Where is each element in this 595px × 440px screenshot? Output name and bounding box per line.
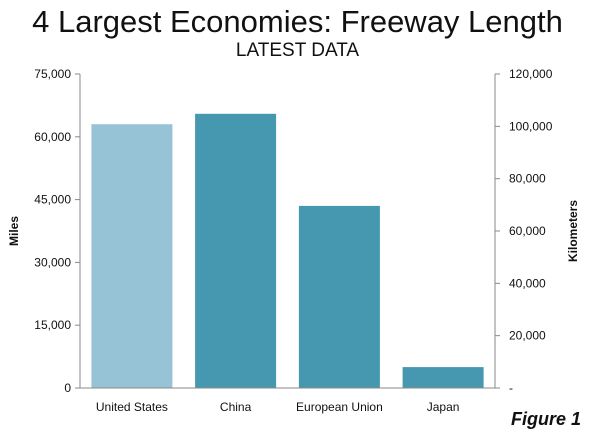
x-tick-label: Japan xyxy=(427,400,460,414)
y-tick-label-right: 20,000 xyxy=(509,329,546,343)
figure-label: Figure 1 xyxy=(510,409,581,429)
x-tick-label: United States xyxy=(96,400,168,414)
x-tick-label: China xyxy=(220,400,252,414)
bar-china xyxy=(195,113,277,389)
y-tick-label-left: 30,000 xyxy=(34,255,71,269)
bar-japan xyxy=(402,367,484,388)
bar-united-states xyxy=(91,124,173,388)
chart-title: 4 Largest Economies: Freeway Length xyxy=(32,4,563,39)
x-tick-label: European Union xyxy=(296,400,383,414)
chart-subtitle: LATEST DATA xyxy=(235,40,360,61)
y-ticks-left: 0 15,000 30,000 45,000 60,000 75,000 xyxy=(34,67,80,395)
y-axis-label-right: Kilometers xyxy=(566,200,580,262)
y-tick-label-right: - xyxy=(509,381,513,395)
y-tick-label-left: 15,000 xyxy=(34,318,71,332)
x-category-labels: United States China European Union Japan xyxy=(96,400,460,414)
y-tick-label-right: 60,000 xyxy=(509,224,546,238)
y-tick-label-left: 45,000 xyxy=(34,193,71,207)
bars-group xyxy=(91,113,484,389)
y-tick-label-left: 75,000 xyxy=(34,67,71,81)
y-tick-label-right: 100,000 xyxy=(509,119,553,133)
y-tick-label-left: 60,000 xyxy=(34,130,71,144)
y-axis-label-left: Miles xyxy=(7,216,21,246)
y-ticks-right: - 20,000 40,000 60,000 80,000 100,000 120,000 xyxy=(495,67,553,395)
y-tick-label-right: 40,000 xyxy=(509,276,546,290)
y-tick-label-left: 0 xyxy=(64,381,71,395)
bar-european-union xyxy=(298,205,380,388)
y-tick-label-right: 80,000 xyxy=(509,172,546,186)
y-tick-label-right: 120,000 xyxy=(509,67,553,81)
